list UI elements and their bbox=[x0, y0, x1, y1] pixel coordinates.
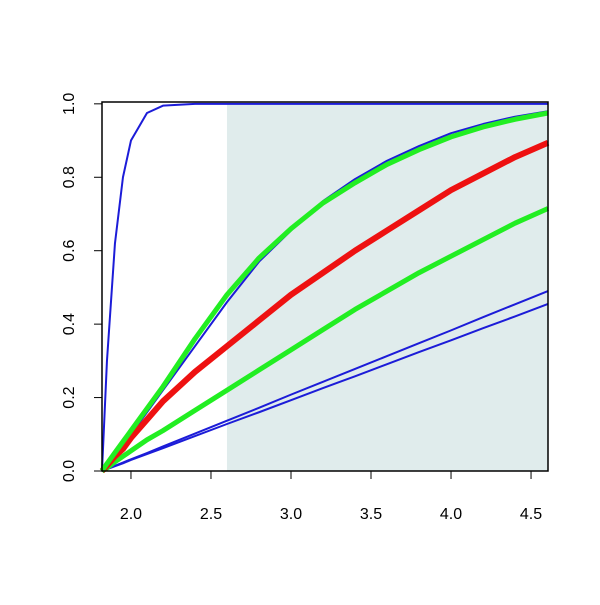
y-tick-label: 0.6 bbox=[61, 239, 78, 261]
y-tick-label: 0.4 bbox=[61, 313, 78, 335]
series-line bbox=[99, 140, 550, 474]
x-tick-label: 2.0 bbox=[120, 506, 142, 523]
x-tick-label: 2.5 bbox=[200, 506, 222, 523]
x-tick-label: 3.0 bbox=[280, 506, 302, 523]
y-tick-label: 0.2 bbox=[61, 386, 78, 408]
x-tick-label: 4.5 bbox=[520, 506, 542, 523]
series-line bbox=[100, 206, 550, 474]
series-line bbox=[99, 110, 549, 473]
x-tick-label: 3.5 bbox=[360, 506, 382, 523]
x-tick-label: 4.0 bbox=[440, 506, 462, 523]
y-tick-label: 1.0 bbox=[61, 93, 78, 115]
y-tick-label: 0.8 bbox=[61, 166, 78, 188]
plot-box bbox=[101, 101, 549, 472]
shaded-region bbox=[226, 103, 548, 472]
series-line bbox=[101, 303, 549, 472]
series-line bbox=[101, 102, 548, 472]
y-tick-label: 0.0 bbox=[61, 460, 78, 482]
